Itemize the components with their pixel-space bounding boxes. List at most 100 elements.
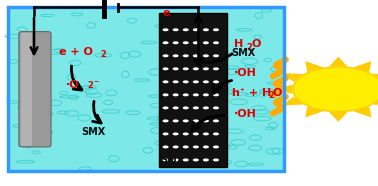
Text: ·OH: ·OH: [234, 109, 257, 119]
Circle shape: [173, 54, 179, 57]
Circle shape: [193, 93, 199, 96]
Circle shape: [193, 145, 199, 148]
Text: SMX: SMX: [160, 155, 184, 165]
Circle shape: [163, 41, 169, 44]
Circle shape: [213, 106, 219, 109]
Circle shape: [163, 158, 169, 161]
Circle shape: [293, 67, 378, 112]
Circle shape: [173, 80, 179, 83]
Circle shape: [193, 106, 199, 109]
Circle shape: [183, 93, 189, 96]
Circle shape: [183, 119, 189, 122]
Text: 2: 2: [87, 81, 93, 90]
Circle shape: [203, 106, 209, 109]
Polygon shape: [281, 73, 303, 82]
Circle shape: [213, 145, 219, 148]
Circle shape: [193, 158, 199, 161]
Circle shape: [163, 93, 169, 96]
Text: O: O: [251, 39, 261, 49]
Text: O: O: [273, 88, 282, 98]
Circle shape: [203, 54, 209, 57]
FancyBboxPatch shape: [19, 32, 51, 147]
Circle shape: [193, 67, 199, 70]
Circle shape: [163, 145, 169, 148]
Circle shape: [183, 41, 189, 44]
Circle shape: [203, 145, 209, 148]
Circle shape: [173, 106, 179, 109]
Circle shape: [163, 54, 169, 57]
Circle shape: [213, 132, 219, 135]
Circle shape: [213, 80, 219, 83]
Text: + H: + H: [245, 88, 271, 98]
Circle shape: [193, 28, 199, 31]
Polygon shape: [305, 61, 324, 72]
Circle shape: [183, 28, 189, 31]
Circle shape: [173, 145, 179, 148]
Circle shape: [173, 158, 179, 161]
Circle shape: [193, 80, 199, 83]
Text: ·O: ·O: [66, 80, 80, 90]
Circle shape: [173, 132, 179, 135]
Circle shape: [163, 119, 169, 122]
Polygon shape: [329, 112, 348, 122]
Circle shape: [193, 132, 199, 135]
Text: SMX: SMX: [81, 127, 105, 137]
Circle shape: [183, 145, 189, 148]
Circle shape: [183, 132, 189, 135]
Polygon shape: [272, 85, 292, 94]
Circle shape: [213, 67, 219, 70]
Text: SMX: SMX: [231, 48, 256, 58]
Circle shape: [163, 67, 169, 70]
Circle shape: [213, 93, 219, 96]
Circle shape: [183, 67, 189, 70]
Text: ⁻: ⁻: [94, 79, 99, 89]
Circle shape: [163, 132, 169, 135]
Polygon shape: [281, 97, 303, 106]
Text: e + O: e + O: [59, 47, 93, 57]
Polygon shape: [353, 107, 371, 118]
Circle shape: [173, 119, 179, 122]
Circle shape: [163, 106, 169, 109]
Polygon shape: [373, 73, 378, 82]
FancyBboxPatch shape: [21, 33, 32, 146]
Circle shape: [213, 119, 219, 122]
Polygon shape: [373, 97, 378, 106]
Text: 2: 2: [268, 92, 274, 100]
Circle shape: [183, 158, 189, 161]
Polygon shape: [305, 107, 324, 118]
Text: ⁺: ⁺: [240, 87, 244, 96]
Bar: [159, 13, 227, 167]
Text: e: e: [163, 8, 170, 18]
Circle shape: [183, 54, 189, 57]
Text: 2: 2: [246, 43, 252, 52]
Circle shape: [203, 80, 209, 83]
Circle shape: [173, 67, 179, 70]
Circle shape: [173, 41, 179, 44]
Bar: [8, 7, 284, 171]
Circle shape: [193, 41, 199, 44]
Polygon shape: [329, 57, 348, 67]
Text: ·OH: ·OH: [234, 68, 257, 78]
Circle shape: [203, 93, 209, 96]
Circle shape: [163, 28, 169, 31]
Circle shape: [203, 41, 209, 44]
Circle shape: [183, 80, 189, 83]
Text: 2: 2: [100, 50, 106, 59]
Circle shape: [193, 54, 199, 57]
Circle shape: [213, 158, 219, 161]
Circle shape: [203, 119, 209, 122]
Circle shape: [173, 93, 179, 96]
Circle shape: [203, 67, 209, 70]
Circle shape: [203, 132, 209, 135]
Circle shape: [203, 158, 209, 161]
Text: H: H: [234, 39, 243, 49]
Circle shape: [183, 106, 189, 109]
Circle shape: [203, 28, 209, 31]
Circle shape: [213, 54, 219, 57]
Circle shape: [173, 28, 179, 31]
Text: h: h: [231, 88, 239, 98]
Circle shape: [163, 80, 169, 83]
Circle shape: [213, 41, 219, 44]
Polygon shape: [353, 61, 371, 72]
Circle shape: [213, 28, 219, 31]
